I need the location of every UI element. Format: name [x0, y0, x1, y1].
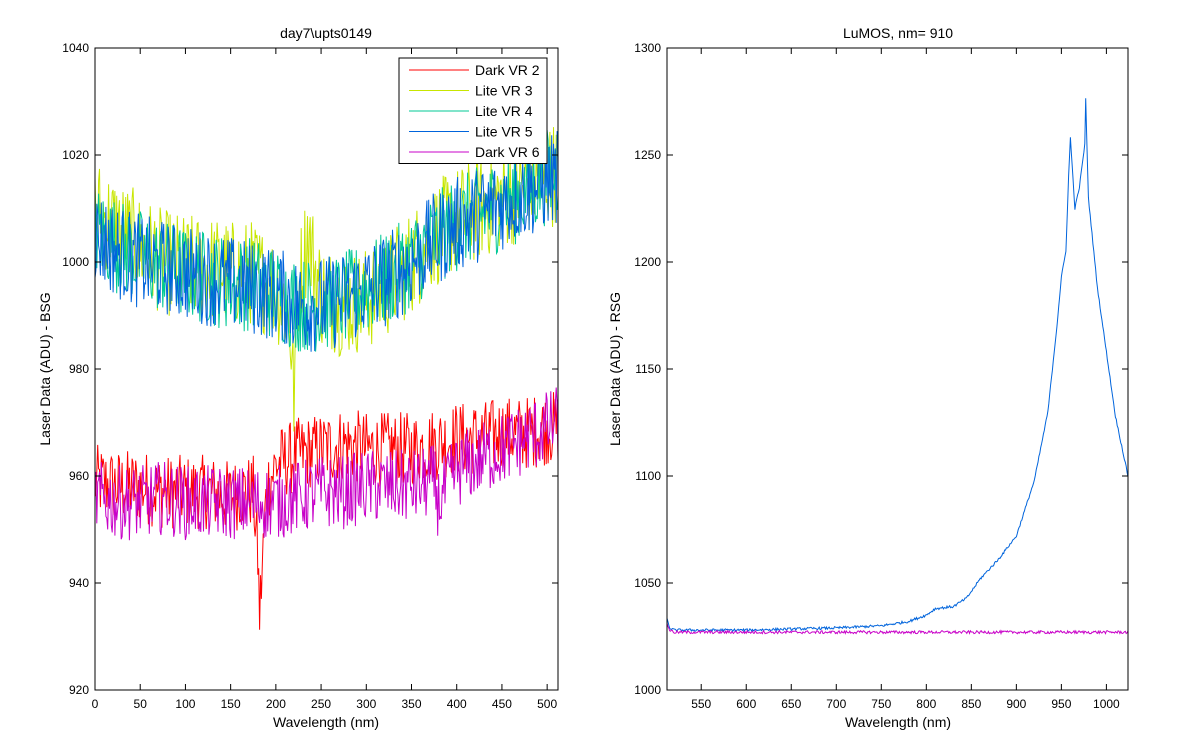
legend-label: Dark VR 6	[475, 144, 540, 160]
right-y-tick-label: 1250	[634, 148, 661, 162]
right-y-tick-label: 1150	[635, 362, 661, 376]
right-x-tick-label: 550	[691, 697, 711, 711]
left-x-tick-label: 450	[492, 697, 512, 711]
right-x-tick-label: 800	[916, 697, 936, 711]
left-chart-title: day7\upts0149	[280, 25, 372, 41]
left-y-tick-label: 980	[69, 362, 89, 376]
left-plot-lines	[95, 127, 558, 630]
right-y-tick-label: 1300	[634, 41, 661, 55]
right-x-tick-label: 750	[871, 697, 891, 711]
left-x-tick-label: 300	[356, 697, 376, 711]
left-x-tick-label: 350	[401, 697, 421, 711]
left-x-tick-label: 500	[537, 697, 557, 711]
left-y-tick-label: 920	[69, 683, 89, 697]
right-x-tick-label: 1000	[1093, 697, 1120, 711]
left-y-axis-label: Laser Data (ADU) - BSG	[37, 292, 53, 445]
left-x-tick-label: 250	[311, 697, 331, 711]
left-x-tick-label: 200	[266, 697, 286, 711]
right-x-tick-label: 950	[1051, 697, 1071, 711]
left-y-tick-label: 960	[69, 469, 89, 483]
right-x-tick-label: 900	[1006, 697, 1026, 711]
right-chart: 550 600 650 700 750 800 850 900 950 1000 1000 1050 1…	[607, 25, 1129, 730]
right-x-tick-label: 650	[781, 697, 801, 711]
right-plot-lines	[667, 98, 1128, 636]
left-y-tick-label: 1000	[62, 255, 89, 269]
left-y-tick-label: 940	[69, 576, 89, 590]
left-chart: 0 50 100 150 200 250 300 350 400 450 500 920 940 960 9…	[37, 25, 559, 730]
right-series-series-2	[667, 622, 1128, 636]
left-x-tick-label: 0	[92, 697, 99, 711]
left-x-tick-label: 150	[221, 697, 241, 711]
left-series-lite-vr-5	[95, 131, 558, 352]
left-y-tick-label: 1040	[62, 41, 89, 55]
right-x-tick-label: 850	[961, 697, 981, 711]
right-chart-title: LuMOS, nm= 910	[843, 25, 953, 41]
right-y-tick-label: 1000	[634, 683, 661, 697]
left-x-tick-label: 50	[134, 697, 148, 711]
right-x-tick-label: 700	[826, 697, 846, 711]
right-axis-ticks: 550 600 650 700 750 800 850 900 950 1000 1000 1050 1…	[634, 41, 1128, 711]
legend-label: Lite VR 3	[475, 83, 533, 99]
right-x-tick-label: 600	[736, 697, 756, 711]
left-x-tick-label: 100	[175, 697, 195, 711]
right-series-series-1	[667, 98, 1128, 633]
legend-label: Lite VR 5	[475, 124, 533, 140]
left-x-axis-label: Wavelength (nm)	[273, 714, 379, 730]
legend-label: Dark VR 2	[475, 62, 540, 78]
left-axis-ticks: 0 50 100 150 200 250 300 350 400 450 500 920 940 960 9…	[62, 41, 558, 711]
left-legend: Dark VR 2 Lite VR 3 Lite VR 4 Lite VR 5 Dark…	[398, 57, 548, 164]
right-y-tick-label: 1100	[635, 469, 661, 483]
right-y-tick-label: 1050	[634, 576, 661, 590]
legend-label: Lite VR 4	[475, 103, 533, 119]
left-series-dark-vr-6	[95, 387, 558, 541]
left-y-tick-label: 1020	[62, 148, 89, 162]
left-x-tick-label: 400	[447, 697, 467, 711]
right-y-axis-label: Laser Data (ADU) - RSG	[607, 292, 623, 446]
right-y-tick-label: 1200	[634, 255, 661, 269]
right-x-axis-label: Wavelength (nm)	[845, 714, 951, 730]
